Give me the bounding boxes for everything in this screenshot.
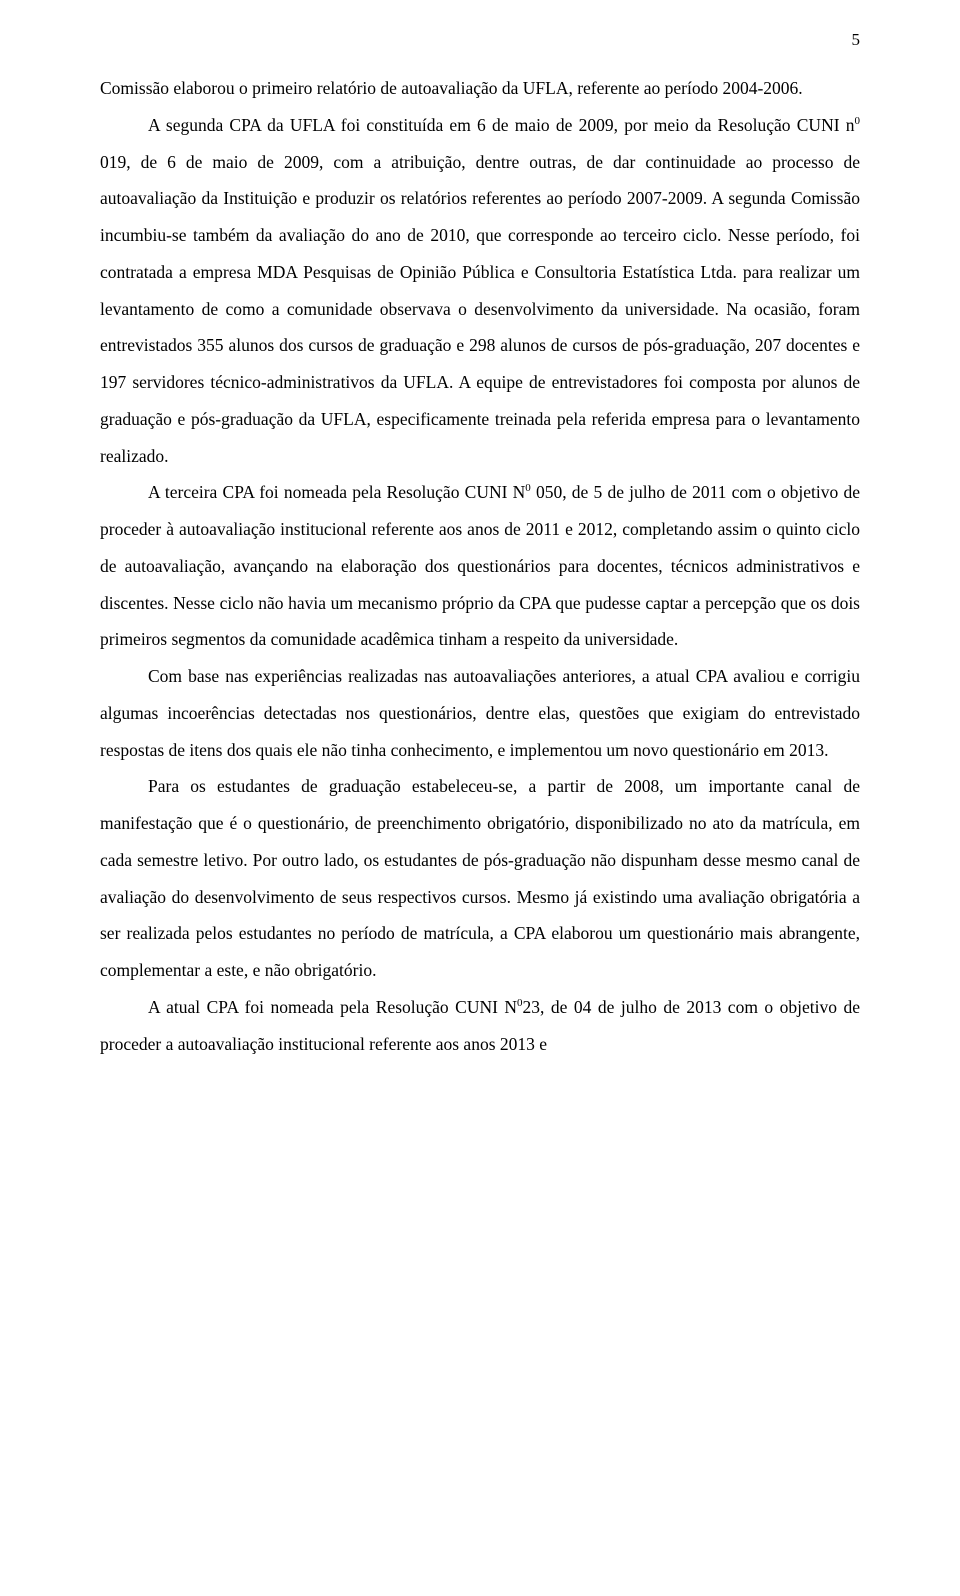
document-content: Comissão elaborou o primeiro relatório d… [100, 0, 860, 1062]
paragraph-3-part2: 050, de 5 de julho de 2011 com o objetiv… [100, 482, 860, 649]
page-number: 5 [852, 30, 861, 50]
paragraph-3: A terceira CPA foi nomeada pela Resoluçã… [100, 474, 860, 658]
paragraph-3-part1: A terceira CPA foi nomeada pela Resoluçã… [148, 482, 525, 502]
paragraph-6-part1: A atual CPA foi nomeada pela Resolução C… [148, 997, 517, 1017]
paragraph-1: Comissão elaborou o primeiro relatório d… [100, 70, 860, 107]
paragraph-5: Para os estudantes de graduação estabele… [100, 768, 860, 989]
paragraph-2-part1: A segunda CPA da UFLA foi constituída em… [148, 115, 855, 135]
paragraph-4: Com base nas experiências realizadas nas… [100, 658, 860, 768]
superscript-1: 0 [855, 115, 861, 127]
paragraph-2-part2: 019, de 6 de maio de 2009, com a atribui… [100, 152, 860, 466]
paragraph-2: A segunda CPA da UFLA foi constituída em… [100, 107, 860, 475]
paragraph-6: A atual CPA foi nomeada pela Resolução C… [100, 989, 860, 1063]
